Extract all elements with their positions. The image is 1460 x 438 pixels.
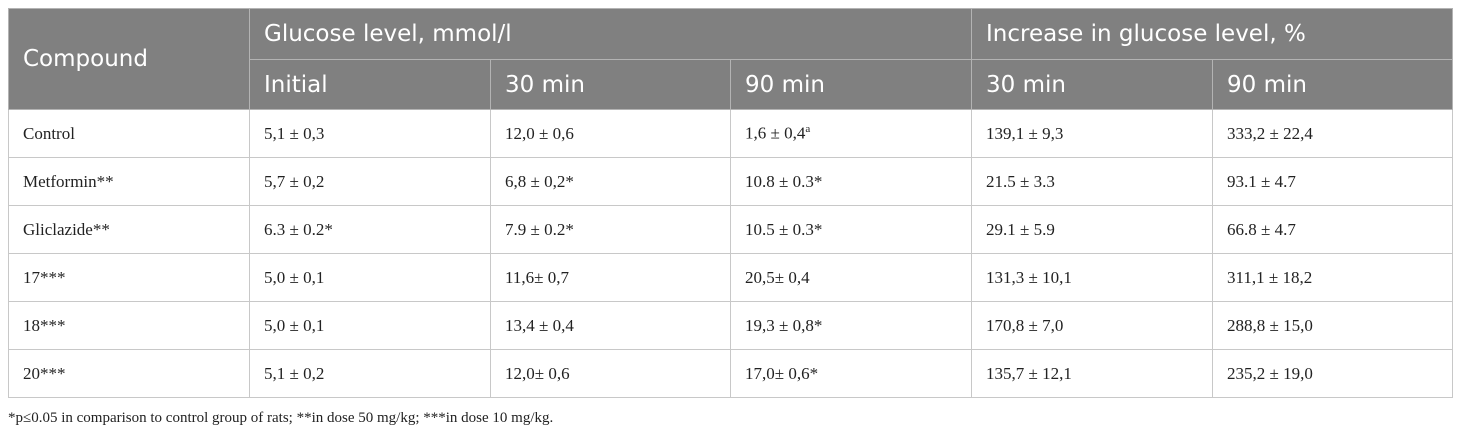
- table-cell: 6.3 ± 0.2*: [249, 205, 491, 254]
- table-cell: 1,6 ± 0,4a: [730, 109, 972, 158]
- table-cell: 5,1 ± 0,2: [249, 349, 491, 398]
- table-cell: 19,3 ± 0,8*: [730, 301, 972, 350]
- table-cell: 6,8 ± 0,2*: [490, 157, 731, 206]
- header-cell: Compound: [8, 8, 250, 110]
- table-cell: 12,0 ± 0,6: [490, 109, 731, 158]
- table-cell: 135,7 ± 12,1: [971, 349, 1213, 398]
- table-row: Metformin** 5,7 ± 0,2 6,8 ± 0,2* 10.8 ± 0.3…: [8, 157, 1454, 206]
- table-cell: 17***: [8, 253, 250, 302]
- header-cell: Increase in glucose level, %: [970, 8, 1454, 60]
- subheader-cell: Initial: [249, 59, 491, 110]
- subheader-cell: 30 min: [971, 59, 1213, 110]
- table-cell: 10.8 ± 0.3*: [730, 157, 972, 206]
- table-cell: 13,4 ± 0,4: [490, 301, 731, 350]
- table-wrapper: Compound Glucose level, mmol/l Increase …: [8, 8, 1454, 398]
- table-cell: 139,1 ± 9,3: [971, 109, 1213, 158]
- table-cell: 66.8 ± 4.7: [1211, 205, 1454, 254]
- table-cell: 21.5 ± 3.3: [971, 157, 1213, 206]
- table-row: 20*** 5,1 ± 0,2 12,0± 0,6 17,0± 0,6* 135,7 ±…: [8, 349, 1454, 398]
- table-cell: 5,0 ± 0,1: [249, 253, 491, 302]
- table-cell: 18***: [8, 301, 250, 350]
- table-cell: 11,6± 0,7: [490, 253, 731, 302]
- table-cell: 17,0± 0,6*: [730, 349, 972, 398]
- data-table: Compound Glucose level, mmol/l Increase …: [8, 8, 1454, 398]
- table-cell: Gliclazide**: [8, 205, 250, 254]
- cell-text: 1,6 ± 0,4: [745, 123, 806, 143]
- table-cell: 5,7 ± 0,2: [249, 157, 491, 206]
- table-cell: Control: [8, 109, 250, 158]
- table-cell: 5,0 ± 0,1: [249, 301, 491, 350]
- table-row: Gliclazide** 6.3 ± 0.2* 7.9 ± 0.2* 10.5 ± 0…: [8, 205, 1454, 254]
- table-cell: 288,8 ± 15,0: [1211, 301, 1454, 350]
- cell-superscript: a: [805, 123, 811, 136]
- table-cell: 131,3 ± 10,1: [971, 253, 1213, 302]
- table-cell: 235,2 ± 19,0: [1211, 349, 1454, 398]
- subheader-cell: 30 min: [490, 59, 731, 110]
- table-row: 17*** 5,0 ± 0,1 11,6± 0,7 20,5± 0,4 131,3 ± …: [8, 253, 1454, 302]
- footnote: *p≤0.05 in comparison to control group o…: [8, 410, 554, 426]
- table-cell: 10.5 ± 0.3*: [730, 205, 972, 254]
- header-cell: Glucose level, mmol/l: [249, 8, 972, 60]
- table-row: 18*** 5,0 ± 0,1 13,4 ± 0,4 19,3 ± 0,8* 170,8…: [8, 301, 1454, 350]
- table-cell: Metformin**: [8, 157, 250, 206]
- table-cell: 5,1 ± 0,3: [249, 109, 491, 158]
- table-cell: 20***: [8, 349, 250, 398]
- table-cell: 333,2 ± 22,4: [1211, 109, 1454, 158]
- table-row: Control 5,1 ± 0,3 12,0 ± 0,6 1,6 ± 0,4a 139,…: [8, 109, 1454, 158]
- table-cell: 170,8 ± 7,0: [971, 301, 1213, 350]
- table-cell: 29.1 ± 5.9: [971, 205, 1213, 254]
- subheader-cell: 90 min: [730, 59, 972, 110]
- table-cell: 12,0± 0,6: [490, 349, 731, 398]
- table-cell: 311,1 ± 18,2: [1211, 253, 1454, 302]
- table-cell: 20,5± 0,4: [730, 253, 972, 302]
- subheader-cell: 90 min: [1211, 59, 1454, 110]
- table-cell: 7.9 ± 0.2*: [490, 205, 731, 254]
- table-cell: 93.1 ± 4.7: [1211, 157, 1454, 206]
